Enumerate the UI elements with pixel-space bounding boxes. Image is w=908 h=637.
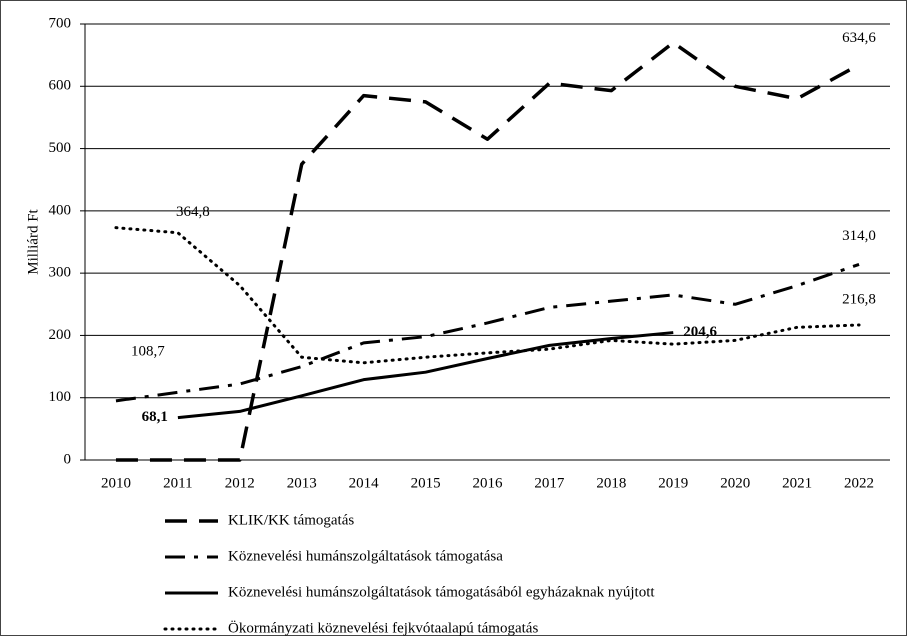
series-line (114, 226, 861, 365)
y-tick-label: 200 (49, 327, 72, 343)
y-tick-label: 500 (49, 140, 72, 156)
data-label: 634,6 (842, 30, 876, 46)
data-label: 314,0 (842, 228, 876, 244)
x-tick-label: 2013 (287, 475, 317, 491)
legend-label: Köznevelési humánszolgáltatások támogatá… (228, 584, 655, 600)
series-line (115, 40, 860, 462)
legend-label: Ökormányzati köznevelési fejkvótaalapú t… (228, 619, 538, 636)
y-tick-label: 0 (64, 451, 72, 467)
y-tick-label: 300 (49, 265, 72, 281)
x-tick-label: 2015 (411, 475, 441, 491)
data-label: 204,6 (683, 324, 717, 340)
x-tick-label: 2016 (473, 475, 504, 491)
legend-label: Köznevelési humánszolgáltatások támogatá… (228, 548, 503, 564)
series-line (177, 331, 674, 420)
y-tick-label: 600 (49, 78, 72, 94)
x-tick-label: 2014 (349, 475, 380, 491)
y-axis-label: Milliárd Ft (25, 208, 41, 274)
y-tick-label: 700 (49, 15, 72, 31)
legend-label: KLIK/KK támogatás (228, 512, 354, 528)
y-tick-label: 100 (49, 389, 72, 405)
x-tick-label: 2021 (782, 475, 812, 491)
x-tick-label: 2010 (101, 475, 131, 491)
data-label: 364,8 (176, 204, 210, 220)
x-tick-label: 2022 (844, 475, 874, 491)
x-tick-label: 2019 (658, 475, 688, 491)
x-tick-label: 2017 (534, 475, 565, 491)
data-label: 108,7 (131, 344, 165, 360)
x-tick-label: 2018 (596, 475, 626, 491)
x-tick-label: 2012 (225, 475, 255, 491)
x-tick-label: 2011 (163, 475, 192, 491)
data-label: 216,8 (842, 291, 876, 307)
x-tick-label: 2020 (720, 475, 750, 491)
y-tick-label: 400 (49, 202, 72, 218)
series-line (115, 263, 860, 403)
data-label: 68,1 (142, 409, 168, 425)
